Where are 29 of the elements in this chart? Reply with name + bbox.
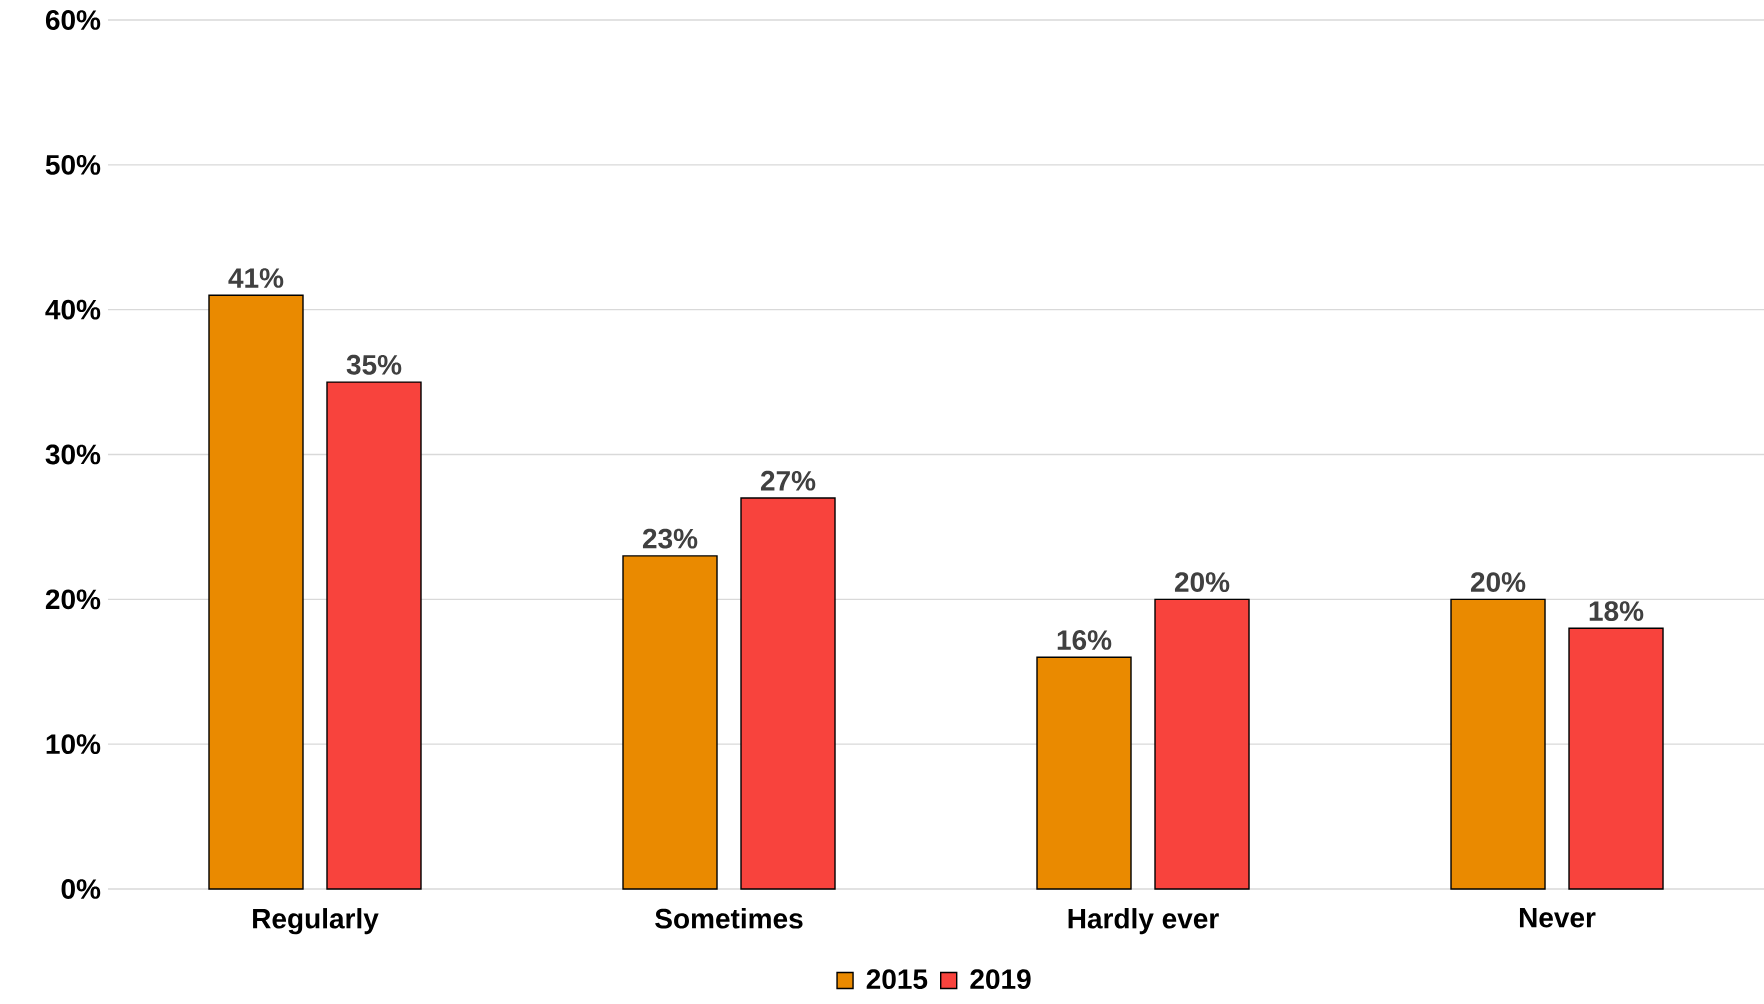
y-tick-label: 40% <box>45 299 101 320</box>
data-label: 41% <box>228 268 284 288</box>
y-tick-label: 30% <box>45 444 101 465</box>
x-tick-label: Hardly ever <box>1068 908 1219 935</box>
bar <box>326 381 422 890</box>
data-label: 18% <box>1589 601 1644 621</box>
bar <box>622 555 718 890</box>
bar <box>1036 656 1132 890</box>
data-label: 20% <box>1174 572 1230 592</box>
x-tick-label: Regularly <box>253 908 379 935</box>
y-tick-label: 10% <box>46 734 101 755</box>
data-label: 27% <box>760 470 816 491</box>
y-tick-label: 60% <box>45 10 101 30</box>
bar <box>1154 598 1250 890</box>
y-tick-label: 50% <box>45 154 101 175</box>
bar <box>208 294 304 890</box>
data-label: 16% <box>1057 630 1112 650</box>
data-label: 35% <box>346 354 402 375</box>
x-tick-label: Never <box>1519 908 1596 928</box>
legend-label: 2019 <box>970 969 1031 990</box>
x-tick-label: Sometimes <box>655 908 803 929</box>
y-tick-label: 0% <box>61 879 101 899</box>
bar <box>1450 598 1546 890</box>
data-label: 20% <box>1470 572 1526 592</box>
legend-label: 2015 <box>866 969 928 990</box>
bar <box>740 497 836 890</box>
y-tick-label: 20% <box>45 589 101 610</box>
data-label: 23% <box>642 528 698 549</box>
bar <box>1568 627 1664 890</box>
